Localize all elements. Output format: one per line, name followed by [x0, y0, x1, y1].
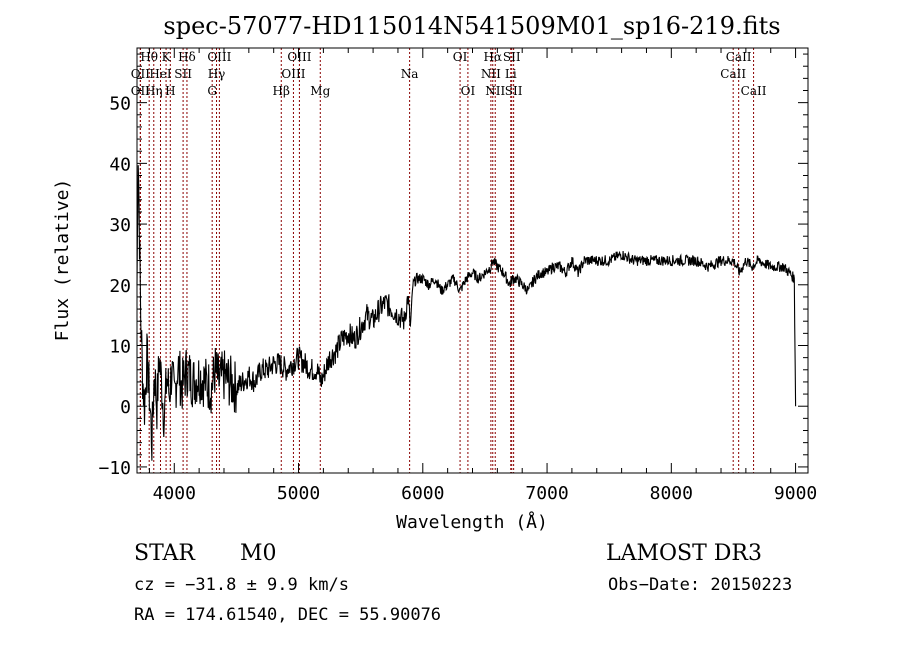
line-label: Hγ — [208, 67, 226, 81]
y-tick-label: 10 — [109, 337, 131, 358]
line-label: OIII — [287, 50, 311, 64]
y-tick-label: −10 — [98, 458, 131, 479]
line-label: CaII — [726, 50, 752, 64]
x-tick-label: 8000 — [650, 483, 693, 504]
line-label: Na — [401, 67, 419, 81]
object-subclass: M0 — [240, 541, 277, 566]
line-label: Mg — [310, 84, 330, 98]
line-label: G — [207, 84, 217, 98]
coordinates-readout: RA = 174.61540, DEC = 55.90076 — [134, 605, 441, 625]
line-label: H — [165, 84, 175, 98]
x-tick-label: 7000 — [525, 483, 568, 504]
x-axis-label: Wavelength (Å) — [396, 511, 548, 533]
y-axis-ticks: −10 0 10 20 30 40 50 — [98, 53, 808, 479]
y-tick-label: 0 — [120, 397, 131, 418]
x-tick-label: 9000 — [774, 483, 817, 504]
line-label: OII — [131, 67, 151, 81]
spectrum-line — [136, 165, 797, 461]
x-tick-label: 5000 — [277, 483, 320, 504]
line-label: Hβ — [273, 84, 290, 98]
survey-name: LAMOST DR3 — [606, 541, 762, 566]
observation-date: Obs−Date: 20150223 — [608, 575, 792, 595]
line-label: OIII — [281, 67, 305, 81]
line-label: SII — [174, 67, 192, 81]
line-label: NII — [485, 84, 505, 98]
redshift-readout: cz = −31.8 ± 9.9 km/s — [134, 575, 349, 595]
y-tick-label: 40 — [109, 154, 131, 175]
chart-title: spec-57077-HD115014N541509M01_sp16-219.f… — [163, 12, 780, 40]
line-label: CaII — [741, 84, 767, 98]
x-tick-label: 6000 — [401, 483, 444, 504]
x-axis-ticks: 4000 5000 6000 7000 8000 9000 — [148, 48, 817, 504]
x-tick-label: 4000 — [153, 483, 196, 504]
y-tick-label: 20 — [109, 276, 131, 297]
line-label: SII — [505, 84, 523, 98]
y-tick-label: 50 — [109, 94, 131, 115]
line-label: SII — [503, 50, 521, 64]
line-label: HeI — [149, 67, 172, 81]
line-label: OI — [453, 50, 468, 64]
line-label: Hα — [483, 50, 502, 64]
line-label: OI — [461, 84, 476, 98]
line-label: Hη — [145, 84, 163, 98]
y-tick-label: 30 — [109, 215, 131, 236]
line-label: K — [162, 50, 172, 64]
y-axis-label: Flux (relative) — [52, 179, 73, 342]
plot-frame — [136, 47, 809, 474]
line-label: NII — [481, 67, 501, 81]
line-label: CaII — [720, 67, 746, 81]
line-label: OIII — [207, 50, 231, 64]
object-class: STAR — [134, 541, 196, 566]
line-label: Hδ — [178, 50, 196, 64]
line-label: Hθ — [140, 50, 158, 64]
line-label: Li — [505, 67, 517, 81]
spectral-line-markers — [139, 48, 755, 473]
